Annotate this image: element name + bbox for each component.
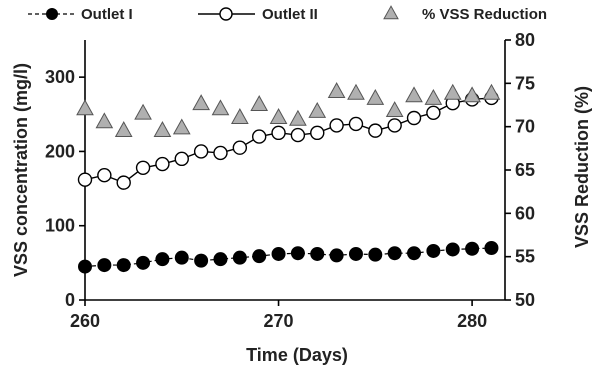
y-left-tick-label: 300	[45, 67, 75, 87]
x-tick-label: 260	[70, 311, 100, 331]
point-outlet-1	[407, 246, 422, 261]
legend-marker-outlet-1	[46, 8, 58, 20]
legend-label-outlet-1: Outlet I	[81, 6, 133, 23]
point-vss-reduction	[405, 86, 423, 103]
point-outlet-1	[426, 243, 441, 258]
point-outlet-1	[271, 246, 286, 261]
legend: Outlet I Outlet II % VSS Reduction	[28, 5, 547, 23]
point-outlet-2	[97, 167, 112, 183]
x-tick-label: 270	[264, 311, 294, 331]
point-outlet-1	[252, 249, 267, 264]
y-right-tick-label: 60	[515, 203, 535, 223]
point-outlet-2	[135, 160, 151, 175]
point-vss-reduction	[443, 83, 462, 100]
point-vss-reduction	[424, 88, 443, 105]
axes: 0 100 200 300 50 55 60 65 70 75 80 260 270 280 Time (D…	[11, 30, 592, 365]
y-right-tick-label: 65	[515, 160, 535, 180]
point-vss-reduction	[289, 109, 307, 126]
point-vss-reduction	[192, 94, 210, 111]
legend-label-outlet-2: Outlet II	[262, 6, 318, 23]
y-left-tick-label: 100	[45, 216, 75, 236]
point-outlet-1	[155, 252, 170, 267]
x-tick-label: 280	[457, 311, 487, 331]
point-outlet-2	[251, 129, 267, 144]
point-outlet-2	[310, 125, 325, 141]
point-vss-reduction	[76, 99, 94, 116]
point-vss-reduction	[385, 101, 404, 118]
point-vss-reduction	[134, 103, 152, 120]
point-outlet-2	[271, 125, 286, 141]
legend-marker-outlet-2	[219, 7, 233, 21]
y-right-tick-label: 70	[515, 117, 535, 137]
point-vss-reduction	[482, 83, 501, 100]
point-outlet-2	[406, 110, 422, 126]
point-outlet-1	[465, 241, 480, 256]
point-outlet-2	[426, 105, 441, 121]
point-outlet-1	[232, 250, 247, 265]
point-outlet-2	[348, 116, 364, 132]
point-outlet-2	[213, 145, 228, 161]
point-vss-reduction	[172, 118, 191, 135]
y-right-axis-title: VSS Reduction (%)	[572, 86, 592, 248]
point-outlet-2	[290, 127, 306, 143]
y-right-tick-label: 55	[515, 247, 535, 267]
point-outlet-1	[484, 241, 499, 255]
point-vss-reduction	[347, 83, 365, 100]
legend-label-vss-reduction: % VSS Reduction	[422, 6, 547, 23]
point-vss-reduction	[308, 101, 327, 118]
y-left-tick-label: 200	[45, 141, 75, 161]
point-vss-reduction	[366, 88, 385, 105]
legend-marker-vss-reduction	[383, 5, 399, 20]
point-vss-reduction	[230, 108, 249, 124]
point-outlet-1	[116, 258, 131, 273]
point-outlet-2	[232, 140, 248, 155]
point-outlet-1	[348, 246, 363, 261]
point-outlet-2	[329, 118, 344, 133]
point-outlet-2	[116, 175, 131, 190]
point-vss-reduction	[463, 86, 481, 103]
point-vss-reduction	[250, 95, 269, 111]
y-left-axis-title: VSS concentration (mg/l)	[11, 63, 31, 277]
y-right-tick-label: 50	[515, 290, 535, 310]
point-outlet-1	[329, 248, 344, 263]
point-vss-reduction	[327, 82, 346, 98]
y-right-tick-label: 80	[515, 30, 535, 50]
point-vss-reduction	[114, 121, 133, 137]
point-outlet-2	[174, 151, 189, 167]
marks	[76, 82, 501, 274]
point-outlet-2	[368, 123, 383, 138]
point-outlet-1	[136, 255, 151, 270]
point-vss-reduction	[95, 112, 114, 129]
x-axis-title: Time (Days)	[246, 345, 348, 365]
point-outlet-1	[290, 246, 305, 261]
point-outlet-1	[97, 258, 112, 273]
series-line-outlet-2	[84, 97, 492, 184]
point-vss-reduction	[269, 108, 288, 124]
point-vss-reduction	[153, 121, 172, 137]
point-vss-reduction	[211, 99, 230, 116]
y-right-tick-label: 75	[515, 73, 535, 93]
point-outlet-2	[387, 118, 402, 133]
point-outlet-2	[77, 172, 93, 187]
point-outlet-1	[78, 259, 92, 274]
point-outlet-1	[445, 242, 460, 257]
point-outlet-1	[387, 246, 402, 261]
point-outlet-1	[194, 253, 209, 268]
series-line-outlet-1	[84, 247, 492, 268]
point-outlet-1	[310, 246, 325, 261]
point-outlet-1	[213, 252, 228, 267]
point-outlet-2	[193, 144, 209, 159]
y-left-tick-label: 0	[65, 290, 75, 310]
point-outlet-1	[368, 247, 383, 262]
point-outlet-2	[155, 156, 170, 172]
point-outlet-1	[174, 250, 189, 265]
